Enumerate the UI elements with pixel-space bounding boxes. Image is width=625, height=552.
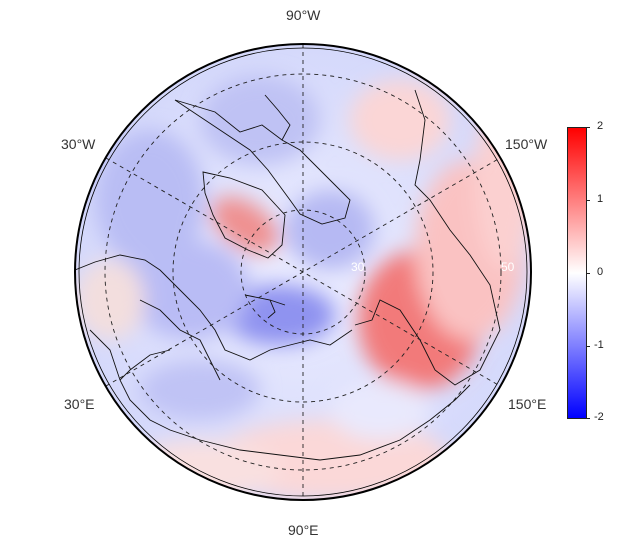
meridian-label-90e: 90°E	[288, 522, 319, 538]
meridian-label-90w: 90°W	[286, 7, 321, 23]
colorbar-tick-1: 1	[597, 193, 604, 205]
colorbar-tick-0: 0	[597, 266, 604, 278]
latitude-label-50: 50	[501, 260, 515, 274]
colorbar-tick-neg1: -1	[594, 339, 604, 351]
meridian-label-150e: 150°E	[508, 396, 547, 412]
graticule	[104, 44, 502, 500]
meridian-label-30w: 30°W	[61, 136, 96, 152]
meridian-label-150w: 150°W	[505, 136, 548, 152]
colorbar-tick-2: 2	[597, 120, 604, 132]
latitude-label-30: 30	[351, 260, 365, 274]
colorbar	[567, 127, 587, 419]
map-boundary	[74, 43, 532, 501]
anomaly-field	[75, 44, 531, 500]
colorbar-tick-neg2: -2	[594, 411, 604, 423]
meridian-label-30e: 30°E	[64, 396, 95, 412]
